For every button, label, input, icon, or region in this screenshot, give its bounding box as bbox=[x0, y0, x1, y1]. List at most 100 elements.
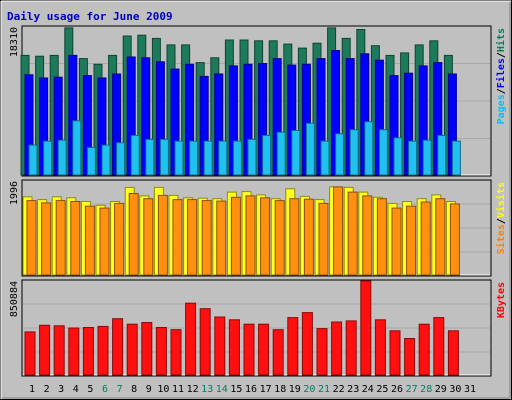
bar-sites-18 bbox=[274, 200, 285, 276]
bar-pages-28 bbox=[422, 139, 432, 176]
bar-kbytes-13 bbox=[199, 308, 211, 376]
bar-sites-19 bbox=[289, 198, 300, 276]
bar-pages-6 bbox=[101, 144, 111, 176]
bar-kbytes-30 bbox=[447, 330, 459, 376]
bar-kbytes-21 bbox=[316, 328, 328, 376]
bar-kbytes-10 bbox=[155, 327, 167, 376]
x-tick-label: 8 bbox=[131, 384, 137, 395]
bar-sites-22 bbox=[333, 186, 344, 276]
x-tick-label: 2 bbox=[44, 384, 50, 395]
bar-sites-30 bbox=[449, 203, 460, 276]
bar-pages-12 bbox=[189, 140, 199, 176]
bar-sites-17 bbox=[260, 197, 271, 276]
x-tick-label: 13 bbox=[201, 384, 213, 395]
x-tick-label: 10 bbox=[157, 384, 169, 395]
bar-sites-23 bbox=[347, 191, 358, 276]
bar-kbytes-7 bbox=[112, 318, 124, 376]
bar-pages-22 bbox=[335, 133, 345, 176]
x-tick-label: 24 bbox=[362, 384, 374, 395]
bar-kbytes-2 bbox=[39, 324, 51, 376]
x-tick-label: 3 bbox=[58, 384, 64, 395]
legend-entry: Visits bbox=[495, 182, 507, 218]
bar-kbytes-17 bbox=[258, 323, 270, 376]
panel-top: 18310 Pages/Files/Hits bbox=[9, 25, 507, 177]
bar-kbytes-28 bbox=[418, 323, 430, 376]
bar-pages-24 bbox=[364, 121, 374, 176]
bar-sites-15 bbox=[230, 196, 241, 276]
bar-kbytes-16 bbox=[243, 323, 255, 376]
bar-pages-26 bbox=[393, 137, 403, 176]
bar-kbytes-11 bbox=[170, 329, 182, 376]
bar-kbytes-15 bbox=[228, 319, 240, 376]
bar-pages-11 bbox=[174, 140, 184, 176]
bar-kbytes-18 bbox=[272, 329, 284, 376]
x-tick-label: 20 bbox=[303, 384, 315, 395]
bar-kbytes-6 bbox=[97, 325, 109, 376]
bar-pages-25 bbox=[378, 129, 388, 176]
x-tick-label: 6 bbox=[102, 384, 108, 395]
x-tick-label: 15 bbox=[230, 384, 242, 395]
chart-panels: 18310Pages/Files/Hits1996Sites/Visits850… bbox=[9, 25, 507, 377]
x-tick-label: 4 bbox=[73, 384, 79, 395]
x-tick-label: 12 bbox=[187, 384, 199, 395]
bar-sites-8 bbox=[128, 193, 139, 276]
bar-kbytes-12 bbox=[185, 302, 197, 376]
bar-pages-3 bbox=[57, 139, 67, 176]
bar-pages-5 bbox=[86, 147, 96, 176]
x-tick-label: 25 bbox=[376, 384, 388, 395]
bar-sites-26 bbox=[391, 207, 402, 276]
bar-kbytes-20 bbox=[301, 312, 313, 376]
bar-pages-16 bbox=[247, 138, 257, 176]
bar-kbytes-19 bbox=[287, 317, 299, 376]
panel-middle: 1996 Sites/Visits bbox=[9, 179, 507, 277]
bar-pages-7 bbox=[116, 142, 126, 176]
x-tick-label: 16 bbox=[245, 384, 257, 395]
bar-pages-21 bbox=[320, 140, 330, 176]
bar-sites-4 bbox=[70, 201, 81, 276]
x-tick-label: 23 bbox=[347, 384, 359, 395]
bar-pages-18 bbox=[276, 131, 286, 176]
legend-entry: / bbox=[496, 218, 507, 224]
bar-pages-29 bbox=[437, 134, 447, 176]
x-tick-label: 22 bbox=[333, 384, 345, 395]
bar-sites-3 bbox=[55, 200, 66, 276]
bar-pages-4 bbox=[72, 120, 82, 176]
bar-kbytes-25 bbox=[374, 319, 386, 376]
x-tick-label: 21 bbox=[318, 384, 330, 395]
bar-kbytes-24 bbox=[360, 280, 372, 376]
x-tick-label: 7 bbox=[117, 384, 123, 395]
panel-top-ymax-label: 18310 bbox=[9, 27, 20, 57]
bar-sites-29 bbox=[435, 198, 446, 276]
bar-pages-17 bbox=[262, 134, 272, 176]
bar-kbytes-22 bbox=[331, 321, 343, 376]
x-tick-label: 1 bbox=[29, 384, 35, 395]
series-pages bbox=[28, 120, 461, 176]
bar-sites-2 bbox=[41, 202, 52, 276]
bar-pages-2 bbox=[43, 140, 53, 176]
bar-pages-8 bbox=[130, 134, 140, 176]
panel-middle-ymax-label: 1996 bbox=[9, 181, 20, 205]
panel-bottom-legend: KBytes bbox=[496, 282, 507, 318]
bar-sites-5 bbox=[84, 205, 95, 276]
legend-entry: Sites bbox=[495, 224, 507, 254]
bar-sites-7 bbox=[114, 202, 125, 276]
bar-sites-20 bbox=[303, 198, 314, 276]
legend-entry: Files bbox=[495, 58, 507, 88]
bar-sites-21 bbox=[318, 202, 329, 276]
bar-sites-27 bbox=[406, 205, 417, 276]
bar-pages-23 bbox=[349, 129, 359, 176]
x-tick-label: 31 bbox=[464, 384, 476, 395]
x-tick-label: 14 bbox=[216, 384, 228, 395]
x-tick-label: 27 bbox=[406, 384, 418, 395]
bar-kbytes-1 bbox=[24, 331, 36, 376]
bar-sites-16 bbox=[245, 195, 256, 276]
x-tick-label: 11 bbox=[172, 384, 184, 395]
x-tick-label: 26 bbox=[391, 384, 403, 395]
bar-kbytes-14 bbox=[214, 316, 226, 376]
legend-entry: / bbox=[496, 52, 507, 58]
bar-sites-6 bbox=[99, 207, 110, 276]
panel-bottom-ymax-label: 850884 bbox=[9, 281, 20, 317]
panel-top-legend: Pages/Files/Hits bbox=[495, 28, 507, 124]
bar-pages-1 bbox=[28, 144, 38, 176]
